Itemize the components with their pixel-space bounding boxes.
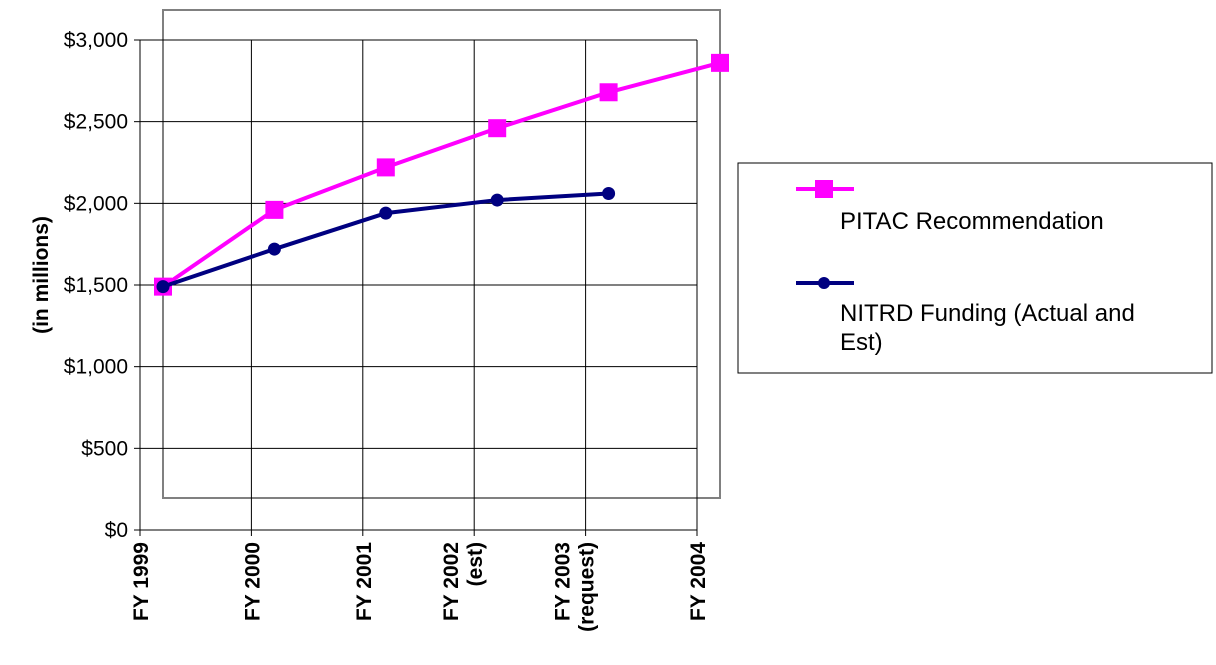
x-tick-label: FY 2000 [241,542,264,621]
x-tick-label: (request) [576,542,599,632]
data-point-square [265,200,284,219]
data-point-square [599,83,618,102]
legend-swatch-pitac-marker [815,180,833,198]
data-point-circle [379,206,393,220]
y-axis-label: (in millions) [30,216,53,334]
data-point-circle [267,242,281,256]
plot-area-frame [162,9,721,499]
x-tick-label: FY 2004 [687,542,710,621]
y-tick-label: $1,000 [64,356,128,379]
legend: PITAC Recommendation NITRD Funding (Actu… [737,162,1213,374]
data-point-circle [490,193,504,207]
data-point-square [711,53,729,72]
x-tick-label: FY 2002 [440,542,463,621]
data-point-circle [156,280,170,294]
x-tick-label: FY 1999 [130,542,153,621]
y-tick-label: $2,000 [64,192,128,215]
y-tick-label: $3,000 [64,29,128,52]
y-axis-ticks: $0 $500 $1,000 $1,500 $2,000 $2,500 $3,000 [64,29,140,542]
legend-swatch-nitrd-marker [818,277,830,289]
gridlines [140,39,698,530]
y-tick-label: $2,500 [64,111,128,134]
legend-label-nitrd: NITRD Funding (Actual and Est) [840,300,1135,356]
data-point-square [376,158,395,177]
legend-label-pitac: PITAC Recommendation [840,208,1104,235]
data-point-square [488,119,507,138]
data-point-circle [602,187,616,201]
legend-box [737,162,1213,374]
series-line-0 [161,60,721,289]
series-group [154,53,729,296]
y-tick-label: $1,500 [64,274,128,297]
x-tick-label: FY 2001 [353,542,376,621]
x-tick-label: (est) [464,542,487,586]
y-tick-label: $0 [105,519,128,542]
x-tick-label: FY 2003 [552,542,575,621]
x-axis-ticks: FY 1999 FY 2000 FY 2001 FY 2002 (est) FY 2003… [130,530,710,632]
y-tick-label: $500 [81,437,128,460]
